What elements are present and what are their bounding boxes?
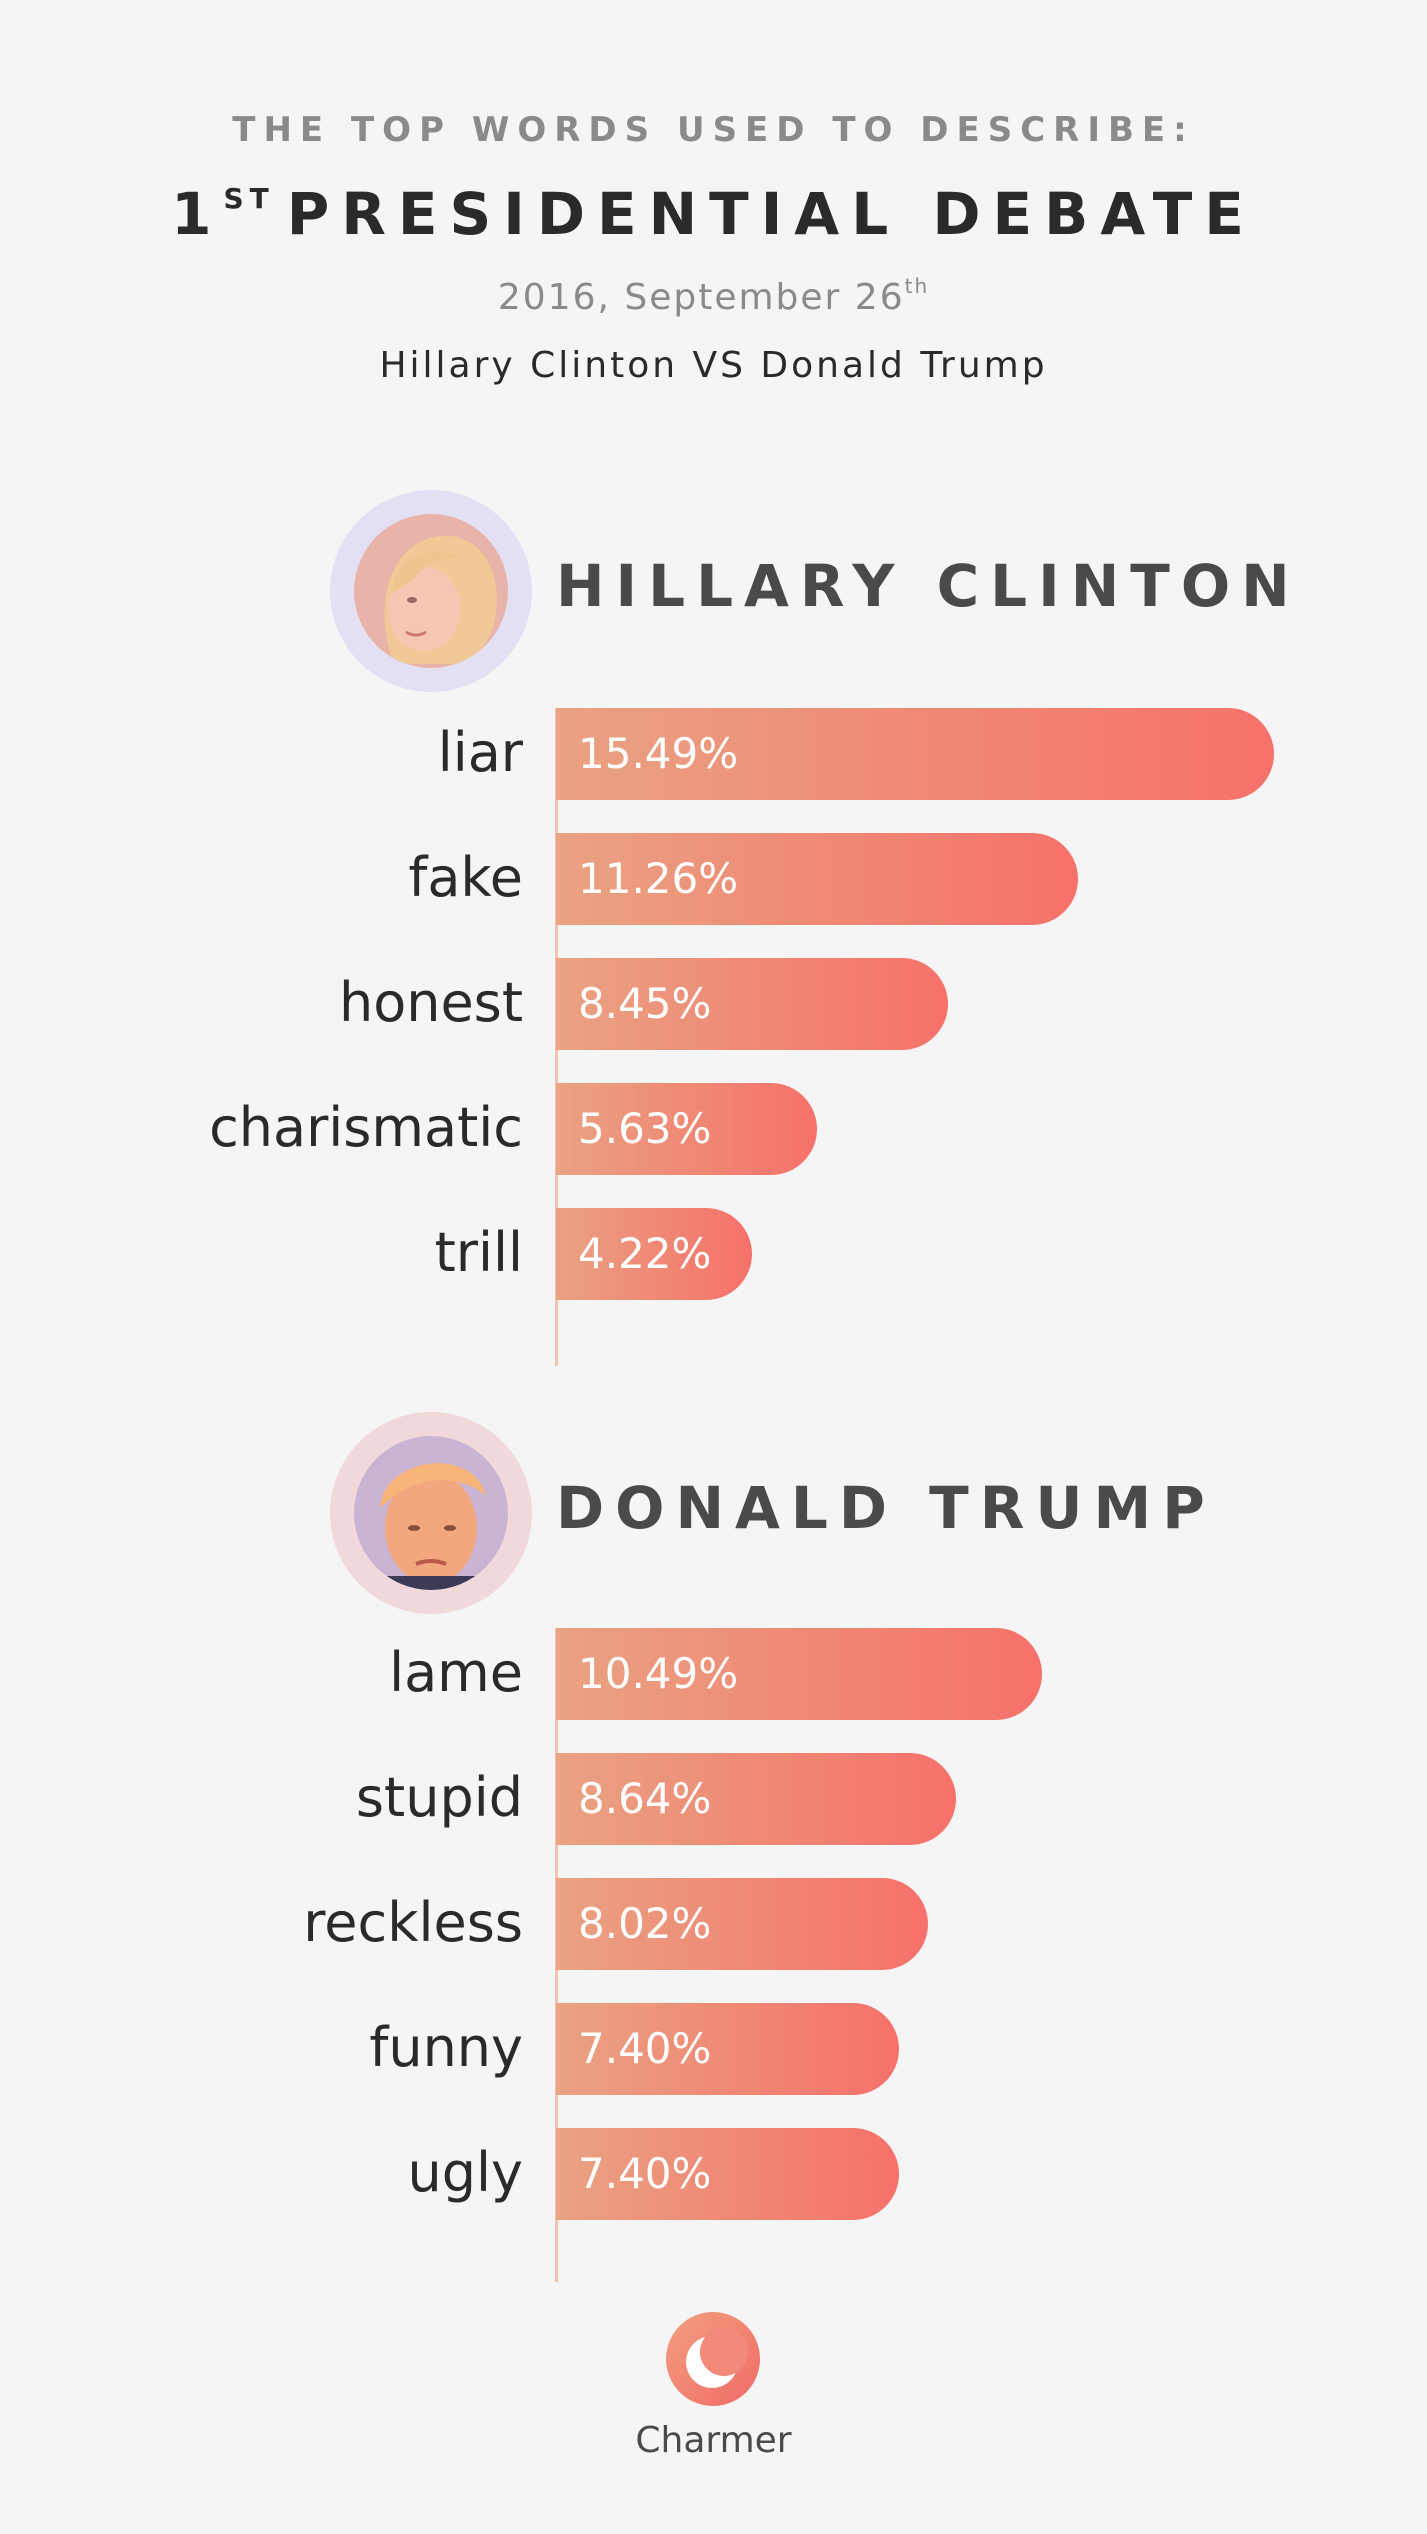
trump-avatar xyxy=(330,1412,532,1614)
candidate-name: HILLARY CLINTON xyxy=(556,552,1301,620)
bar-row: reckless 8.02% xyxy=(0,1878,1427,1970)
category-label: ugly xyxy=(407,2141,523,2204)
value-label: 15.49% xyxy=(578,729,739,778)
bar-row: funny 7.40% xyxy=(0,2003,1427,2095)
bar xyxy=(556,2003,899,2095)
bar xyxy=(556,708,1274,800)
bar xyxy=(556,1628,1043,1720)
bar-row: ugly 7.40% xyxy=(0,2128,1427,2220)
donald-trump-portrait-icon xyxy=(354,1436,508,1590)
value-label: 7.40% xyxy=(578,2149,712,2198)
page-title: 1ST PRESIDENTIAL DEBATE xyxy=(0,180,1427,248)
value-label: 11.26% xyxy=(578,854,739,903)
matchup: Hillary Clinton VS Donald Trump xyxy=(379,345,1048,386)
bar xyxy=(556,1208,752,1300)
bar-row: stupid 8.64% xyxy=(0,1753,1427,1845)
value-label: 4.22% xyxy=(578,1229,712,1278)
title-ordinal-suffix: ST xyxy=(223,182,275,215)
bar xyxy=(556,1878,928,1970)
date-text: 2016, September 26 xyxy=(497,277,905,318)
category-label: reckless xyxy=(303,1891,523,1954)
category-label: charismatic xyxy=(209,1096,523,1159)
candidate-name: DONALD TRUMP xyxy=(556,1474,1216,1542)
crescent-moon-icon xyxy=(686,2328,748,2388)
debate-date: 2016, September 26th xyxy=(0,274,1427,318)
clinton-avatar xyxy=(330,490,532,692)
hillary-clinton-portrait-icon xyxy=(354,514,508,668)
value-label: 8.02% xyxy=(578,1899,712,1948)
charmer-logo xyxy=(666,2312,760,2406)
bar xyxy=(556,1753,957,1845)
category-label: liar xyxy=(437,721,523,784)
value-label: 5.63% xyxy=(578,1104,712,1153)
bar-row: honest 8.45% xyxy=(0,958,1427,1050)
value-label: 10.49% xyxy=(578,1649,739,1698)
bar-row: fake 11.26% xyxy=(0,833,1427,925)
bar-row: charismatic 5.63% xyxy=(0,1083,1427,1175)
kicker: THE TOP WORDS USED TO DESCRIBE: xyxy=(232,110,1195,150)
bar xyxy=(556,1083,817,1175)
date-suffix: th xyxy=(904,274,930,298)
category-label: stupid xyxy=(355,1766,523,1829)
bar-row: liar 15.49% xyxy=(0,708,1427,800)
bar xyxy=(556,833,1078,925)
bar xyxy=(556,958,948,1050)
title-ordinal: 1 xyxy=(171,180,224,248)
value-label: 8.64% xyxy=(578,1774,712,1823)
bar xyxy=(556,2128,899,2220)
value-label: 7.40% xyxy=(578,2024,712,2073)
category-label: honest xyxy=(338,971,523,1034)
category-label: fake xyxy=(408,846,523,909)
category-label: funny xyxy=(369,2016,523,2079)
bar-row: lame 10.49% xyxy=(0,1628,1427,1720)
value-label: 8.45% xyxy=(578,979,712,1028)
category-label: trill xyxy=(434,1221,523,1284)
bar-row: trill 4.22% xyxy=(0,1208,1427,1300)
title-text: PRESIDENTIAL DEBATE xyxy=(286,180,1256,248)
category-label: lame xyxy=(389,1641,523,1704)
brand-name: Charmer xyxy=(635,2420,792,2461)
